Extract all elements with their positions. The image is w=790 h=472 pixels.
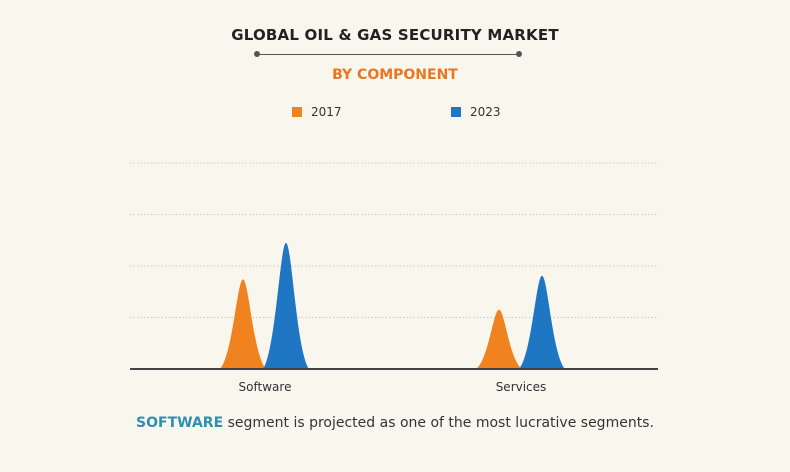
- x-tick-label-software: Software: [239, 380, 292, 394]
- legend-label-2017: 2017: [311, 105, 342, 119]
- footer-note: SOFTWARE segment is projected as one of …: [0, 415, 790, 431]
- peak-software-2023: [263, 242, 309, 369]
- chart-subtitle: BY COMPONENT: [332, 67, 458, 83]
- x-tick-label-services: Services: [496, 380, 547, 394]
- peak-software-2017: [220, 279, 266, 369]
- footer-text: segment is projected as one of the most …: [223, 415, 654, 431]
- legend-swatch-2017: [292, 107, 302, 117]
- legend-item-2017: 2017: [292, 105, 342, 119]
- peak-services-2017: [476, 309, 522, 369]
- legend-item-2023: 2023: [451, 105, 501, 119]
- legend-swatch-2023: [451, 107, 461, 117]
- title-divider: [254, 51, 522, 57]
- legend-label-2023: 2023: [470, 105, 501, 119]
- peak-services-2023: [519, 275, 565, 369]
- chart-title: GLOBAL OIL & GAS SECURITY MARKET: [231, 26, 559, 44]
- footer-highlight: SOFTWARE: [136, 415, 224, 431]
- chart-plot: Software Services: [130, 162, 658, 394]
